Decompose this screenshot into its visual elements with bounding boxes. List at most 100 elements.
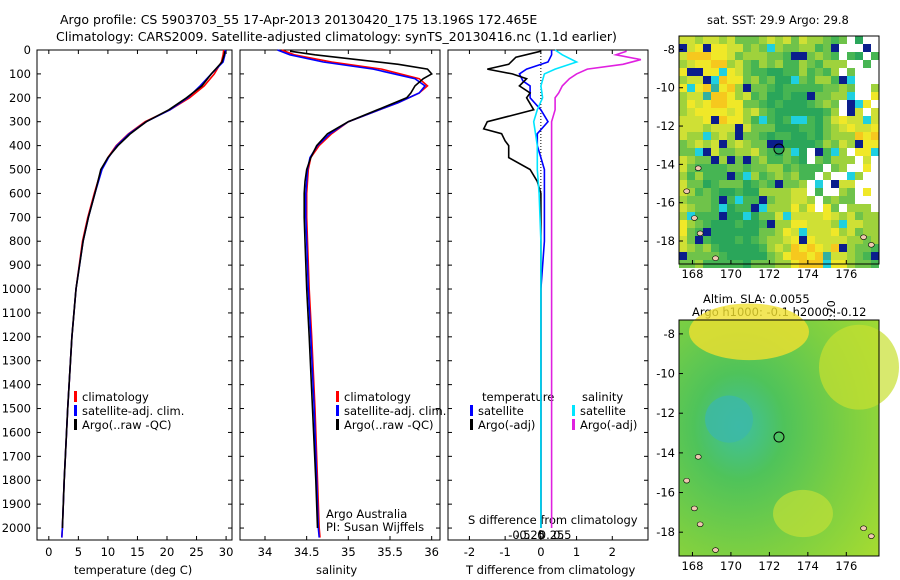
depth-tick-label: 300 <box>9 115 31 129</box>
figure-title-line2: Climatology: CARS2009. Satellite-adjuste… <box>56 29 617 44</box>
sst-cell <box>743 60 751 68</box>
sst-cell <box>855 228 863 236</box>
sst-cell <box>855 196 863 204</box>
depth-tick-label: 900 <box>9 258 31 272</box>
sst-cell <box>703 92 711 100</box>
sst-cell <box>727 228 735 236</box>
sst-cell <box>743 76 751 84</box>
sst-cell <box>759 236 767 244</box>
sst-cell <box>695 124 703 132</box>
sst-cell <box>751 188 759 196</box>
sst-cell <box>855 116 863 124</box>
sst-cell <box>743 196 751 204</box>
t-diff-tick-label: 2 <box>609 545 616 559</box>
sst-cell <box>695 228 703 236</box>
sst-cell <box>743 220 751 228</box>
sst-cell <box>751 76 759 84</box>
sst-cell <box>703 124 711 132</box>
depth-tick-label: 1800 <box>2 473 31 487</box>
sst-cell <box>791 220 799 228</box>
sst-cell <box>839 124 847 132</box>
sst-cell <box>863 52 871 60</box>
depth-tick-label: 1100 <box>2 306 31 320</box>
sst-cell <box>783 204 791 212</box>
sst-cell <box>815 124 823 132</box>
sst-cell <box>727 92 735 100</box>
sst-cell <box>751 36 759 44</box>
sst-cell <box>807 180 815 188</box>
sst-cell <box>815 188 823 196</box>
sst-cell <box>831 204 839 212</box>
sst-cell <box>687 68 695 76</box>
sst-cell <box>735 204 743 212</box>
sst-cell <box>727 132 735 140</box>
sst-cell <box>831 68 839 76</box>
sst-cell <box>815 116 823 124</box>
t-diff-tick-label: -1 <box>499 545 510 559</box>
sst-cell <box>735 36 743 44</box>
map-lon-label: 176 <box>835 559 857 573</box>
sst-cell <box>799 148 807 156</box>
sst-cell <box>791 148 799 156</box>
sst-cell <box>791 100 799 108</box>
sst-cell <box>871 148 879 156</box>
sst-cell <box>719 36 727 44</box>
sst-cell <box>751 68 759 76</box>
sst-cell <box>703 220 711 228</box>
depth-tick-label: 800 <box>9 234 31 248</box>
sst-cell <box>871 196 879 204</box>
sst-cell <box>751 204 759 212</box>
sst-cell <box>735 228 743 236</box>
sst-cell <box>847 164 855 172</box>
sst-cell <box>863 116 871 124</box>
sst-cell <box>687 44 695 52</box>
sst-cell <box>687 220 695 228</box>
sst-cell <box>815 68 823 76</box>
credit-line2: PI: Susan Wijffels <box>326 520 425 534</box>
sst-cell <box>775 116 783 124</box>
sst-cell <box>735 116 743 124</box>
sst-cell <box>775 236 783 244</box>
sst-cell <box>751 212 759 220</box>
sst-cell <box>855 252 863 260</box>
sst-cell <box>695 100 703 108</box>
map-lon-label: 172 <box>758 559 780 573</box>
sst-cell <box>839 204 847 212</box>
sst-cell <box>807 244 815 252</box>
sst-cell <box>783 220 791 228</box>
sst-cell <box>743 180 751 188</box>
sst-cell <box>687 36 695 44</box>
sst-cell <box>727 164 735 172</box>
sst-cell <box>791 84 799 92</box>
sst-cell <box>823 220 831 228</box>
sst-cell <box>807 132 815 140</box>
sst-cell <box>823 156 831 164</box>
sst-cell <box>839 116 847 124</box>
sst-cell <box>751 140 759 148</box>
sst-cell <box>871 108 879 116</box>
sst-cell <box>735 188 743 196</box>
sst-cell <box>727 36 735 44</box>
island <box>683 188 690 194</box>
sst-cell <box>719 212 727 220</box>
sst-cell <box>871 92 879 100</box>
sst-cell <box>823 92 831 100</box>
sst-cell <box>751 252 759 260</box>
sst-cell <box>791 204 799 212</box>
sst-cell <box>775 196 783 204</box>
sst-cell <box>775 52 783 60</box>
sst-cell <box>775 68 783 76</box>
sst-cell <box>751 196 759 204</box>
sst-cell <box>855 100 863 108</box>
sst-cell <box>783 76 791 84</box>
sst-cell <box>799 100 807 108</box>
sst-cell <box>863 140 871 148</box>
map-lon-label: 172 <box>758 267 780 281</box>
sst-cell <box>871 204 879 212</box>
sst-cell <box>839 188 847 196</box>
sst-cell <box>871 180 879 188</box>
sst-cell <box>863 44 871 52</box>
sst-cell <box>679 156 687 164</box>
sst-cell <box>799 108 807 116</box>
sst-cell <box>855 92 863 100</box>
